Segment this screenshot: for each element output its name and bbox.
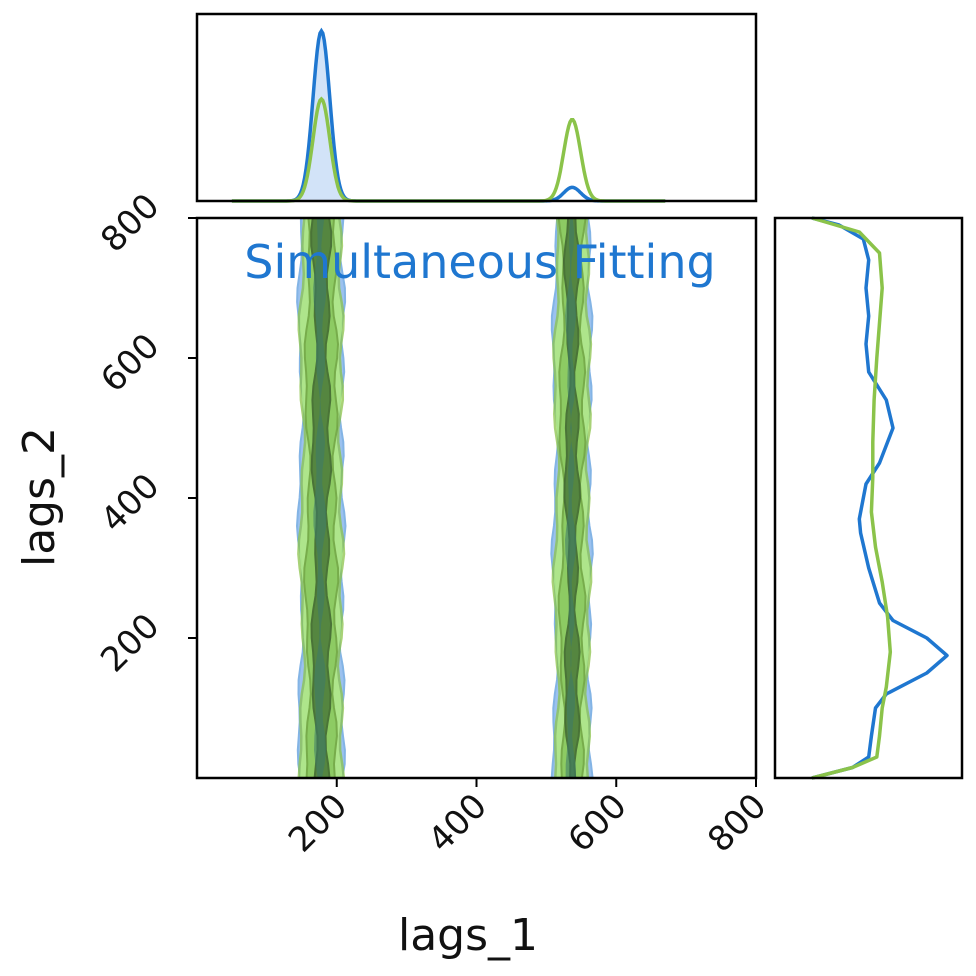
band-core-blue [565,218,577,778]
right-marginal-line-green [811,216,893,780]
x-tick-label: 200 [281,786,355,860]
y-tick-label: 200 [93,606,167,680]
top-marginal-line-blue [231,27,666,203]
right-marginal-frame [773,216,964,780]
bands-group [295,218,594,778]
x-axis-label: lags_1 [398,910,538,961]
band-core-blue [313,218,327,778]
y-tick-label: 800 [93,186,167,260]
y-tick-label: 600 [93,326,167,400]
x-tick-label: 400 [421,786,495,860]
top-marginal-frame [195,12,758,203]
top-marginal-panel [195,12,758,203]
top-marginal-line-green [231,96,666,203]
x-tick-label: 800 [700,786,774,860]
joint-frame [195,216,758,780]
band-core [562,218,582,778]
y-axis-label: lags_2 [14,427,65,567]
x-tick-label: 600 [560,786,634,860]
annotation-label: Simultaneous Fitting [244,235,715,289]
right-marginal-panel [773,216,964,780]
right-marginal-line-blue [811,216,949,780]
y-tick-label: 400 [93,466,167,540]
joint-panel [295,218,594,778]
